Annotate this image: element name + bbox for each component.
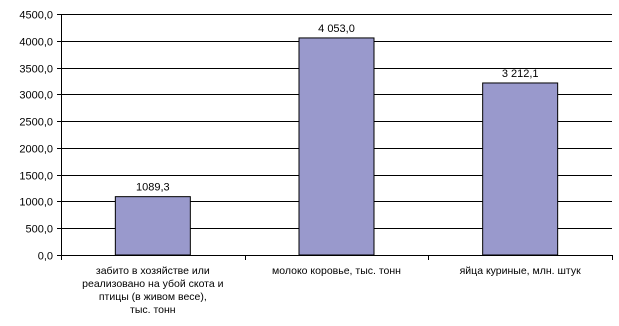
- bar: [114, 196, 191, 256]
- data-label: 4 053,0: [318, 23, 355, 35]
- category-label-line: яйца куриные, млн. штук: [460, 265, 581, 277]
- category-label: молоко коровье, тыс. тонн: [272, 265, 401, 277]
- data-labels: 1089,3 4 053,0 3 212,1: [136, 23, 539, 194]
- category-label-line: забито в хозяйстве или: [96, 265, 210, 277]
- y-tick-label: 3000,0: [19, 90, 53, 102]
- category-label-line: реализовано на убой скота и: [82, 278, 223, 290]
- y-tick-label: 1500,0: [19, 171, 53, 183]
- axes: [61, 14, 613, 260]
- y-tick-label: 0,0: [38, 251, 53, 263]
- y-axis-ticks: 0,0 500,0 1000,0 1500,0 2000,0 2500,0 3000,0 35…: [19, 10, 61, 263]
- y-tick-label: 500,0: [25, 224, 53, 236]
- y-tick-label: 3500,0: [19, 64, 53, 76]
- bar: [298, 37, 375, 256]
- data-label: 3 212,1: [502, 68, 539, 80]
- bars: [114, 37, 559, 256]
- y-tick-label: 2500,0: [19, 117, 53, 129]
- category-label-line: птицы (в живом весе),: [99, 291, 207, 303]
- category-label-line: молоко коровье, тыс. тонн: [272, 265, 401, 277]
- data-label: 1089,3: [136, 182, 170, 194]
- y-tick-label: 4500,0: [19, 10, 53, 22]
- y-tick-label: 2000,0: [19, 144, 53, 156]
- bar: [482, 82, 559, 256]
- y-tick-label: 1000,0: [19, 197, 53, 209]
- y-tick-label: 4000,0: [19, 37, 53, 49]
- category-labels: забито в хозяйстве или реализовано на убо…: [82, 265, 581, 316]
- category-label: забито в хозяйстве или реализовано на убо…: [82, 265, 223, 316]
- category-label: яйца куриные, млн. штук: [460, 265, 581, 277]
- category-label-line: тыс. тонн: [130, 304, 176, 316]
